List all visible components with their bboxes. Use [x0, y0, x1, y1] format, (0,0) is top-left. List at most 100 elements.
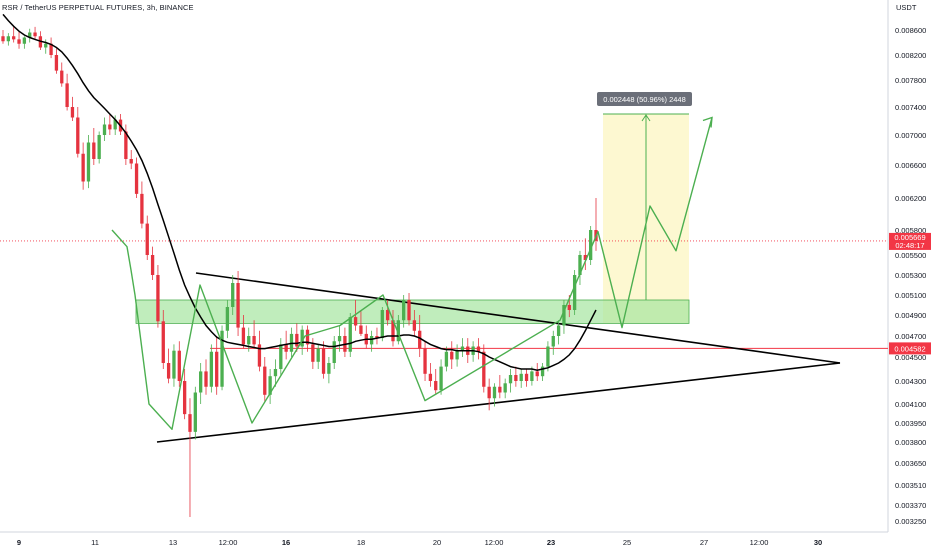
candle-body [172, 350, 176, 379]
measure-label: 0.002448 (50.96%) 2448 [603, 95, 686, 104]
candle-body [209, 351, 214, 387]
candle-body [311, 344, 315, 362]
candle-body [476, 346, 481, 352]
candle-body [134, 163, 139, 194]
candle-body [199, 371, 203, 393]
demand-zone [135, 299, 690, 324]
level-price-value: 0.004582 [894, 344, 925, 353]
candle-body [140, 193, 144, 224]
candle-body [535, 371, 539, 377]
candle-body [492, 386, 497, 399]
chart-title: RSR / TetherUS PERPETUAL FUTURES, 3h, BI… [2, 3, 194, 12]
candle-body [450, 351, 454, 360]
x-tick-label: 25 [623, 538, 631, 547]
y-tick-label: 0.008600 [895, 26, 926, 35]
candle-body [54, 55, 59, 71]
candle-body [508, 375, 513, 384]
y-tick-label: 0.003650 [895, 459, 926, 468]
candle-body [220, 330, 224, 387]
candle-body [503, 383, 507, 393]
candle-body [231, 283, 235, 307]
candle-body [12, 36, 16, 40]
x-tick-label: 18 [357, 538, 365, 547]
candle-body [6, 36, 10, 42]
candle-body [1, 36, 5, 42]
current-price-value: 0.005669 [894, 233, 925, 242]
candle-body [455, 350, 459, 360]
current-price-tag [889, 232, 931, 250]
candle-body [551, 336, 555, 347]
candle-body [161, 321, 165, 363]
candle-body [428, 373, 433, 381]
candle-body [81, 153, 85, 182]
candle-body [567, 305, 571, 310]
candle-body [268, 376, 272, 395]
candle-body [60, 70, 64, 84]
candle-body [380, 310, 384, 339]
candle-body [589, 230, 593, 260]
candle-body [108, 124, 112, 130]
upper-trendline [195, 272, 841, 364]
candle-body [546, 346, 550, 367]
candle-body [28, 32, 32, 38]
candle-body [327, 363, 331, 374]
price-unit-label: USDT [896, 3, 917, 12]
y-tick-label: 0.005800 [895, 226, 926, 235]
lower-trendline [156, 362, 841, 443]
y-tick-label: 0.007800 [895, 76, 926, 85]
candle-body [562, 305, 566, 326]
y-tick-label: 0.005500 [895, 251, 926, 260]
candle-body [524, 373, 529, 381]
projection-path [111, 117, 713, 430]
candle-body [295, 333, 299, 347]
y-tick-label: 0.004100 [895, 400, 926, 409]
x-tick-label: 13 [169, 538, 177, 547]
candle-body [257, 344, 262, 367]
candle-body [33, 32, 37, 37]
measure-arrowhead [641, 114, 651, 122]
candle-body [247, 336, 251, 345]
candle-body [396, 320, 400, 342]
x-tick-label: 12:00 [485, 538, 504, 547]
candle-body [65, 83, 69, 107]
candle-body [204, 371, 208, 387]
candle-body [113, 119, 117, 130]
candle-body [407, 300, 411, 321]
candle-body [487, 386, 491, 399]
candle-body [241, 327, 246, 345]
candle-body [572, 275, 577, 310]
y-tick-label: 0.004300 [895, 377, 926, 386]
moving-average-line [2, 13, 597, 371]
candle-body [225, 307, 230, 331]
candle-body [402, 300, 406, 321]
projection-arrowhead [702, 116, 713, 128]
x-tick-label: 12:00 [750, 538, 769, 547]
candle-body [166, 363, 171, 379]
candle-body [22, 37, 27, 44]
candle-body [236, 283, 240, 328]
y-tick-label: 0.008200 [895, 51, 926, 60]
candle-body [316, 348, 320, 362]
y-tick-label: 0.007400 [895, 103, 926, 112]
candle-body [145, 223, 149, 255]
candle-body [418, 330, 422, 349]
candle-body [279, 344, 283, 369]
x-tick-label: 16 [282, 538, 290, 547]
candle-body [375, 336, 379, 339]
candle-body [177, 350, 181, 381]
candle-body [273, 369, 278, 377]
y-tick-label: 0.003370 [895, 501, 926, 510]
candle-body [359, 325, 363, 334]
level-price-tag [889, 342, 931, 355]
x-tick-label: 20 [433, 538, 441, 547]
candle-body [193, 392, 197, 432]
y-tick-label: 0.004900 [895, 311, 926, 320]
candle-body [514, 375, 518, 381]
y-tick-label: 0.004700 [895, 332, 926, 341]
candle-body [76, 117, 80, 154]
candle-body [215, 351, 219, 387]
candle-body [530, 371, 534, 381]
candle-body [44, 43, 48, 48]
candle-body [252, 336, 256, 345]
